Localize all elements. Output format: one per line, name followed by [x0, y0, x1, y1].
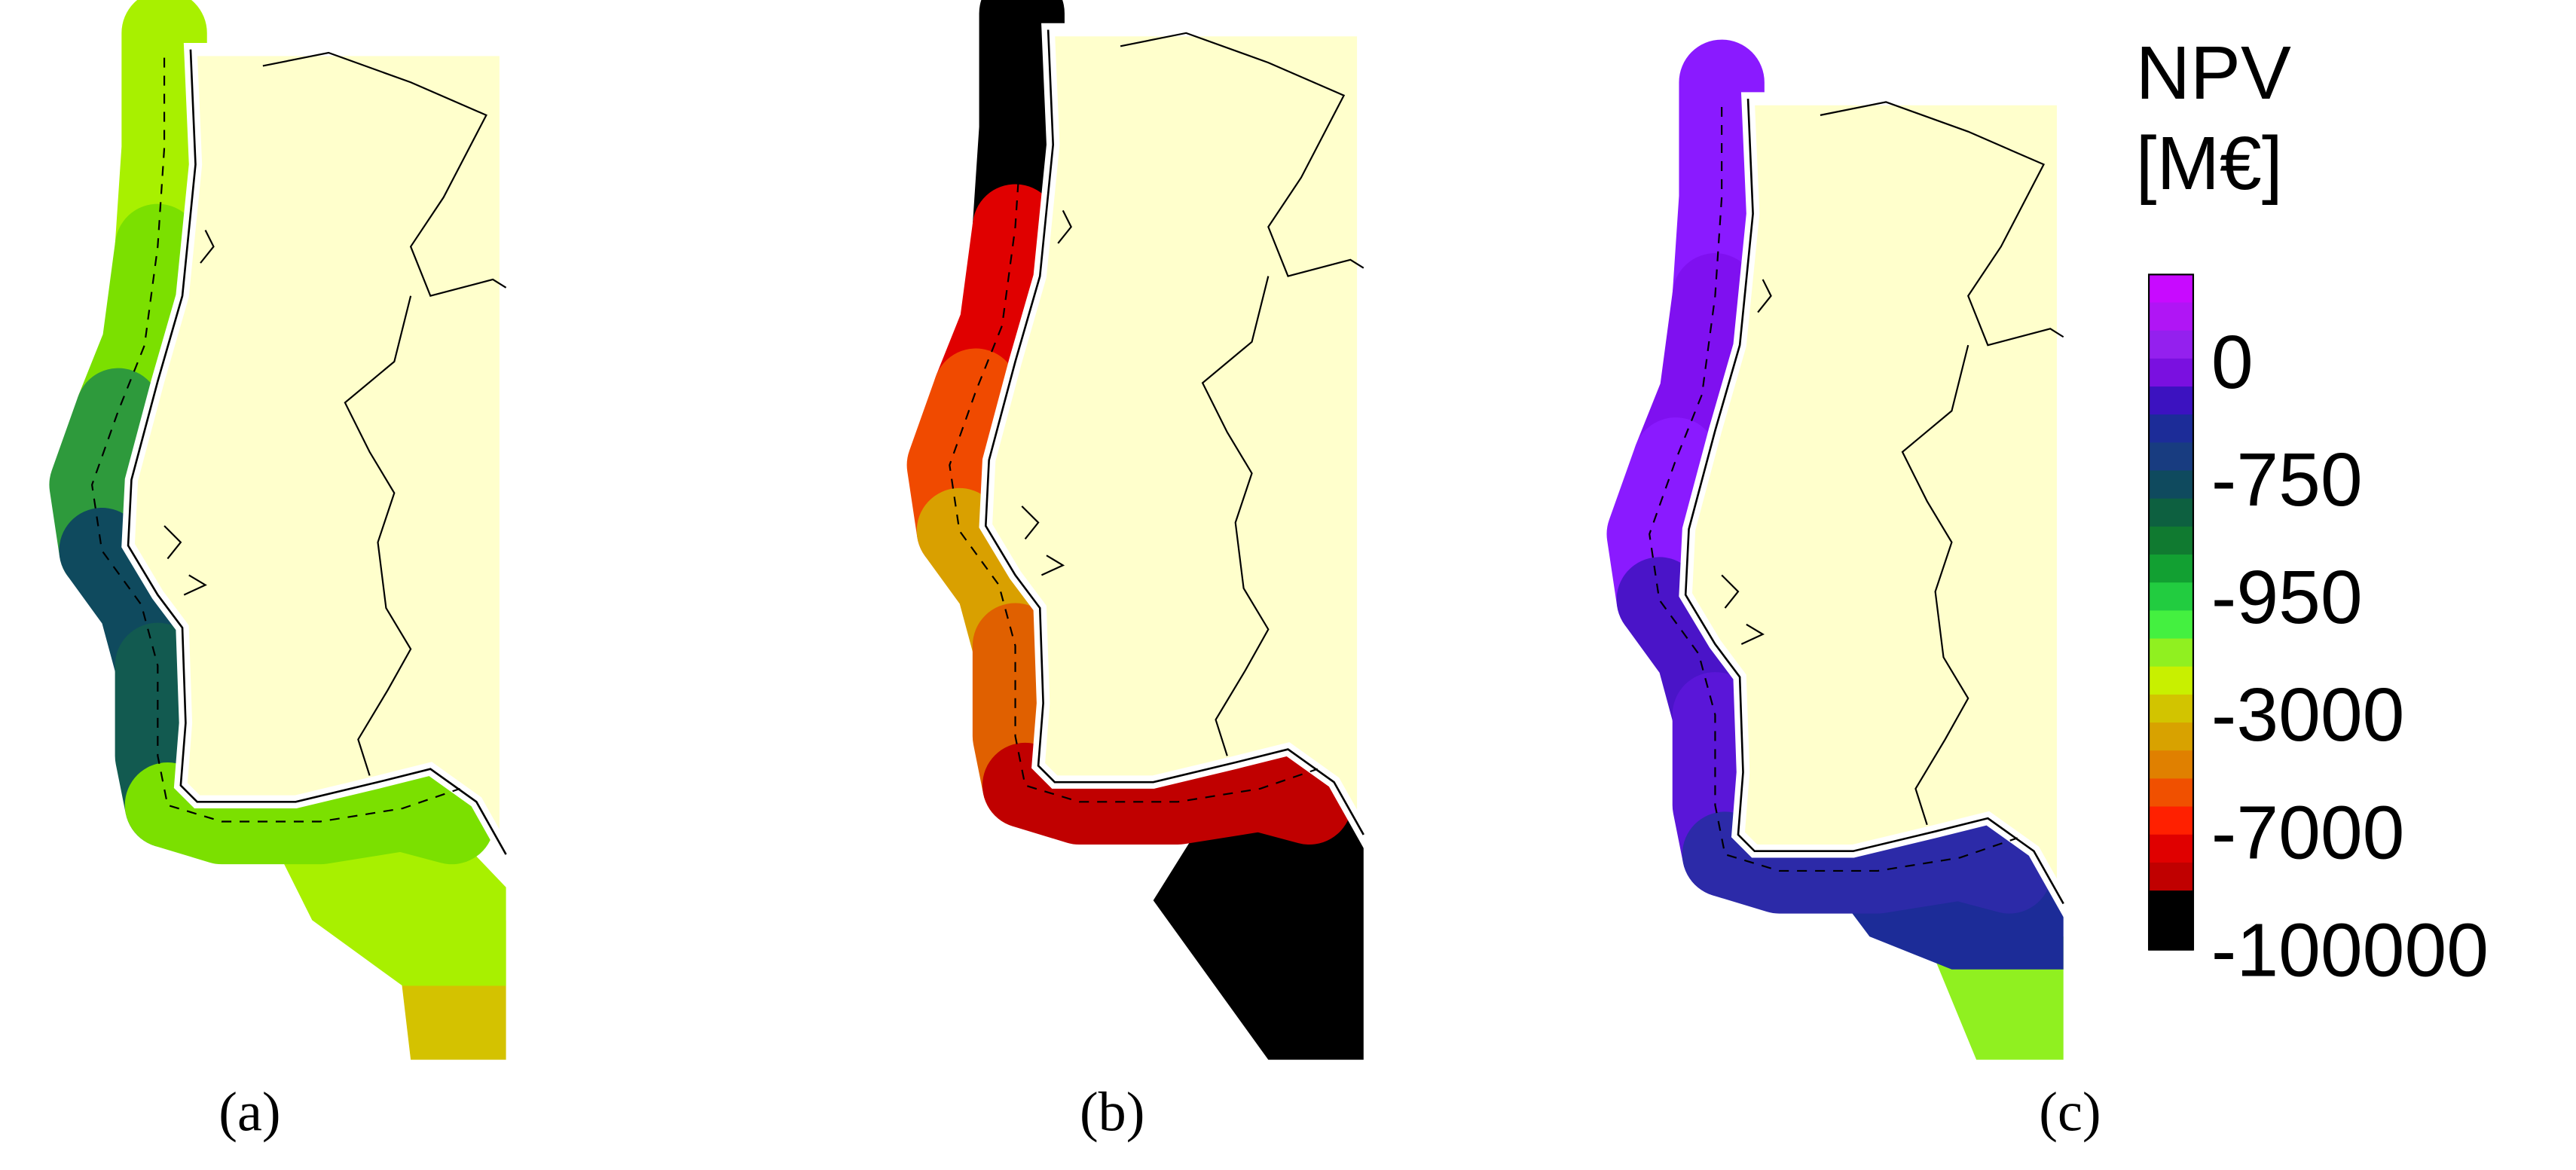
panel-label: (b)	[1080, 1081, 1144, 1143]
colorbar-segment	[2149, 302, 2193, 331]
map-panel-a: (a)	[92, 33, 506, 1143]
colorbar-segment	[2149, 498, 2193, 527]
panel-label: (c)	[2039, 1081, 2101, 1143]
panel-label: (a)	[218, 1081, 280, 1143]
colorbar-segment	[2149, 330, 2193, 359]
colorbar-label: 0	[2211, 320, 2254, 405]
colorbar-segment	[2149, 582, 2193, 612]
colorbar-segment	[2149, 694, 2193, 724]
colorbar-label: -3000	[2211, 673, 2405, 757]
colorbar-label: -950	[2211, 555, 2363, 640]
colorbar-segment	[2149, 414, 2193, 444]
colorbar-segment	[2149, 778, 2193, 808]
colorbar-segment	[2149, 722, 2193, 752]
colorbar-label: -750	[2211, 438, 2363, 522]
colorbar-frame	[2147, 273, 2195, 951]
map-panel-b: (b)	[949, 14, 1363, 1143]
colorbar-title: NPV	[2136, 31, 2291, 115]
colorbar-segment	[2149, 666, 2193, 695]
colorbar-segment	[2149, 358, 2193, 388]
colorbar-segment	[2149, 386, 2193, 416]
map-panel-c: (c)	[1649, 82, 2101, 1143]
colorbar-segment	[2149, 554, 2193, 584]
colorbar-segment	[2149, 610, 2193, 640]
colorbar-title: [M€]	[2136, 121, 2283, 206]
colorbar-label: -100000	[2211, 908, 2489, 992]
colorbar-label: -7000	[2211, 790, 2405, 875]
colorbar: NPV [M€] 0 -750 -950 -3000 -7000 -100000	[2136, 31, 2489, 992]
colorbar-segment	[2149, 274, 2193, 304]
colorbar-segment	[2149, 470, 2193, 499]
colorbar-segment	[2149, 638, 2193, 667]
colorbar-segment	[2149, 442, 2193, 472]
colorbar-segment	[2149, 526, 2193, 556]
colorbar-segment	[2149, 750, 2193, 780]
colorbar-segment	[2149, 862, 2193, 892]
colorbar-segment	[2149, 890, 2193, 951]
colorbar-segment	[2149, 834, 2193, 863]
colorbar-segment	[2149, 806, 2193, 835]
